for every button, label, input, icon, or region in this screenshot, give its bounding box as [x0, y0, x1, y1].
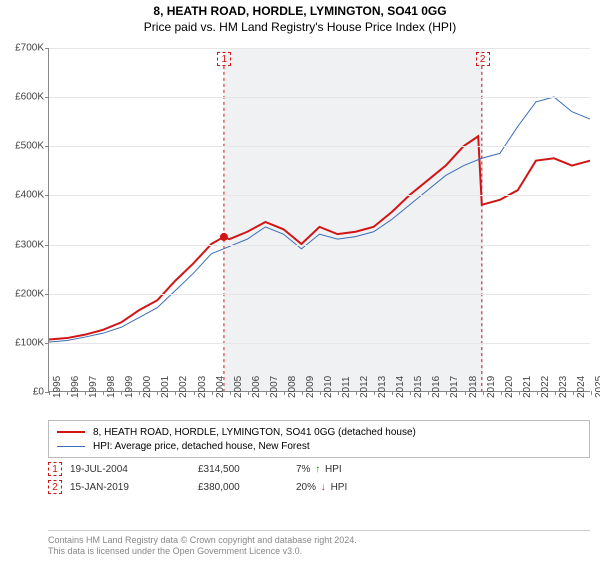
x-axis-label: 2005 — [233, 376, 251, 398]
x-axis-label: 2004 — [215, 376, 233, 398]
y-axis-label: £0 — [0, 387, 44, 398]
sale-row: 2 15-JAN-2019 £380,000 20% ↓ HPI — [48, 478, 590, 496]
footer-line: This data is licensed under the Open Gov… — [48, 546, 590, 558]
x-axis-label: 2019 — [486, 376, 504, 398]
x-axis-label: 1997 — [88, 376, 106, 398]
legend: 8, HEATH ROAD, HORDLE, LYMINGTON, SO41 0… — [48, 420, 590, 458]
legend-label: HPI: Average price, detached house, New … — [93, 441, 310, 452]
x-axis-label: 2010 — [323, 376, 341, 398]
sale-badge: 1 — [48, 462, 62, 476]
footer: Contains HM Land Registry data © Crown c… — [48, 530, 590, 558]
y-axis-label: £600K — [0, 92, 44, 103]
x-axis-label: 2025 — [594, 376, 600, 398]
y-axis-label: £700K — [0, 43, 44, 54]
x-axis-label: 1998 — [106, 376, 124, 398]
y-axis-label: £500K — [0, 141, 44, 152]
x-axis-label: 2014 — [395, 376, 413, 398]
sale-date: 15-JAN-2019 — [70, 482, 190, 493]
sale-badge: 2 — [48, 480, 62, 494]
gridline — [49, 195, 590, 196]
y-axis-label: £200K — [0, 288, 44, 299]
legend-row: HPI: Average price, detached house, New … — [57, 439, 581, 453]
x-axis-label: 2001 — [160, 376, 178, 398]
y-axis-label: £400K — [0, 190, 44, 201]
x-axis-label: 2002 — [178, 376, 196, 398]
y-axis-label: £300K — [0, 239, 44, 250]
sale-price: £380,000 — [198, 482, 288, 493]
gridline — [49, 146, 590, 147]
y-tick — [45, 294, 49, 295]
sale-marker: 2 — [476, 52, 490, 66]
sale-row: 1 19-JUL-2004 £314,500 7% ↑ HPI — [48, 460, 590, 478]
gridline — [49, 97, 590, 98]
y-tick — [45, 195, 49, 196]
x-axis-label: 2003 — [197, 376, 215, 398]
chart-subtitle: Price paid vs. HM Land Registry's House … — [0, 20, 600, 34]
sale-date: 19-JUL-2004 — [70, 464, 190, 475]
gridline — [49, 294, 590, 295]
legend-row: 8, HEATH ROAD, HORDLE, LYMINGTON, SO41 0… — [57, 425, 581, 439]
x-axis-label: 2024 — [576, 376, 594, 398]
sales-table: 1 19-JUL-2004 £314,500 7% ↑ HPI 2 15-JAN-2019… — [48, 460, 590, 496]
sale-diff: 7% ↑ HPI — [296, 464, 406, 475]
footer-line: Contains HM Land Registry data © Crown c… — [48, 535, 590, 547]
y-tick — [45, 48, 49, 49]
legend-swatch — [57, 431, 85, 433]
x-axis-label: 2015 — [413, 376, 431, 398]
x-axis-label: 2013 — [377, 376, 395, 398]
gridline — [49, 48, 590, 49]
x-axis-label: 1996 — [70, 376, 88, 398]
sale-price: £314,500 — [198, 464, 288, 475]
x-axis-label: 2011 — [341, 376, 359, 398]
x-axis-label: 2018 — [468, 376, 486, 398]
x-axis-label: 2008 — [287, 376, 305, 398]
x-tick — [49, 391, 50, 395]
x-axis-label: 2000 — [142, 376, 160, 398]
y-tick — [45, 245, 49, 246]
y-tick — [45, 97, 49, 98]
gridline — [49, 343, 590, 344]
x-axis-label: 2006 — [251, 376, 269, 398]
gridline — [49, 245, 590, 246]
x-axis-label: 2021 — [522, 376, 540, 398]
x-axis-label: 2007 — [269, 376, 287, 398]
sale-marker: 1 — [217, 52, 231, 66]
y-tick — [45, 146, 49, 147]
y-tick — [45, 343, 49, 344]
x-axis-label: 2022 — [540, 376, 558, 398]
x-axis-label: 2016 — [431, 376, 449, 398]
x-axis-label: 2023 — [558, 376, 576, 398]
legend-swatch — [57, 446, 85, 447]
y-axis-label: £100K — [0, 337, 44, 348]
sale-diff: 20% ↓ HPI — [296, 482, 406, 493]
x-axis-label: 1995 — [52, 376, 70, 398]
diff-arrow-icon: ↑ — [315, 464, 320, 475]
x-axis-label: 2012 — [359, 376, 377, 398]
x-axis-label: 2009 — [305, 376, 323, 398]
series-line-hpi — [49, 97, 590, 342]
chart-title: 8, HEATH ROAD, HORDLE, LYMINGTON, SO41 0… — [0, 4, 600, 18]
chart-svg — [49, 48, 590, 391]
diff-arrow-icon: ↓ — [321, 482, 326, 493]
legend-label: 8, HEATH ROAD, HORDLE, LYMINGTON, SO41 0… — [93, 427, 416, 438]
x-axis-label: 2020 — [504, 376, 522, 398]
plot-area: 12 — [48, 48, 590, 392]
x-axis-label: 2017 — [449, 376, 467, 398]
series-line-property — [49, 136, 590, 339]
x-axis-label: 1999 — [124, 376, 142, 398]
chart-area: 12 £0£100K£200K£300K£400K£500K£600K£700K… — [0, 48, 600, 416]
